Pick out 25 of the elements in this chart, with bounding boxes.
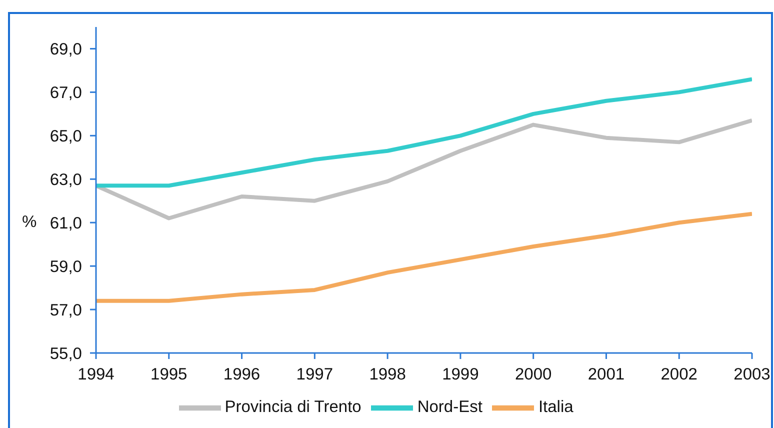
y-tick-label: 65,0 xyxy=(50,128,82,146)
line-series xyxy=(96,77,752,188)
y-tick-label: 55,0 xyxy=(50,344,82,363)
x-tick-label: 1997 xyxy=(296,366,334,384)
x-tick-label: 1995 xyxy=(150,366,188,384)
y-tick-label: 69,0 xyxy=(50,40,82,59)
x-tick-label: 2002 xyxy=(660,366,698,384)
line-series xyxy=(96,212,752,303)
x-tick-label: 2000 xyxy=(514,366,552,384)
y-tick-label: 57,0 xyxy=(50,301,82,320)
y-tick-label: 63,0 xyxy=(50,170,82,189)
x-tick-label: 1999 xyxy=(442,366,479,384)
line-series xyxy=(96,118,752,220)
y-axis-title: % xyxy=(22,212,37,231)
x-tick-label: 1996 xyxy=(223,366,260,384)
legend-label: Italia xyxy=(538,398,574,416)
legend-label: Nord-Est xyxy=(417,398,482,416)
y-tick-label: 61,0 xyxy=(50,214,82,232)
x-tick-label: 1998 xyxy=(369,366,406,384)
x-tick-label: 2001 xyxy=(588,366,625,384)
y-tick-label: 67,0 xyxy=(50,84,82,102)
y-tick-label: 59,0 xyxy=(50,258,82,276)
x-tick-label: 1994 xyxy=(78,366,114,384)
legend-label: Provincia di Trento xyxy=(224,398,362,416)
x-tick-label: 2003 xyxy=(734,366,770,384)
